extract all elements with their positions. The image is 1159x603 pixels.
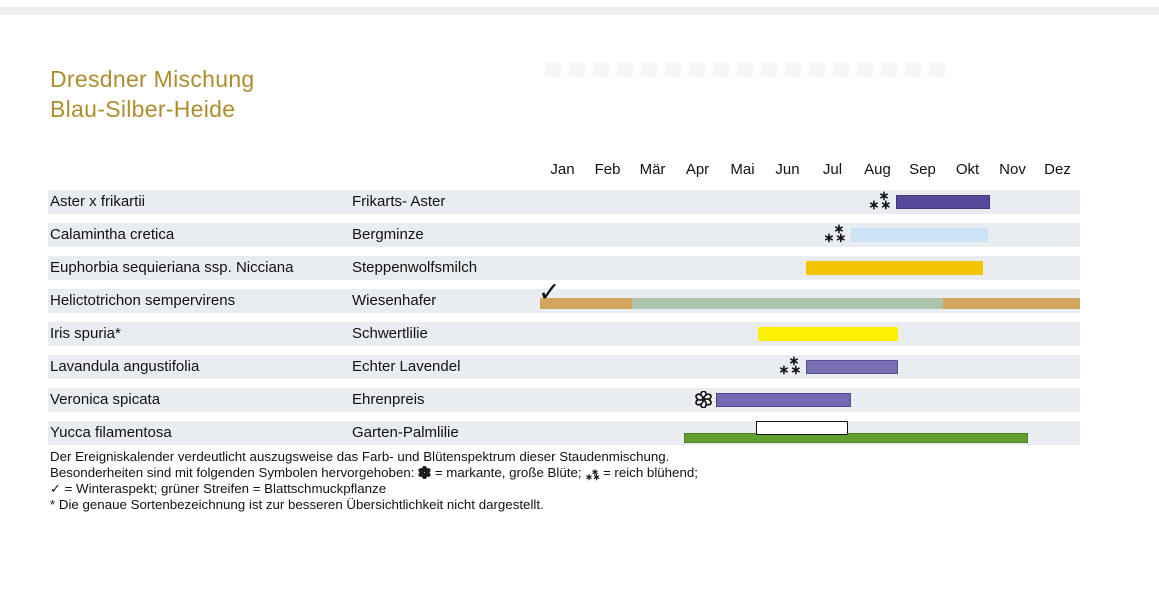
- period-bar-stripe: [632, 298, 943, 309]
- calendar-rows: Aster x frikartii Frikarts- Aster ∗ ∗∗ Calam…: [48, 188, 1080, 454]
- month-axis: Jan Feb Mär Apr Mai Jun Jul Aug Sep Okt Nov Dez: [540, 161, 1080, 178]
- period-bar-bloom: [850, 228, 988, 242]
- winter-aspect-check-icon: ✓: [50, 481, 61, 496]
- asterisk-glyph: ∗: [788, 353, 800, 368]
- plant-latin-name: Lavandula angustifolia: [50, 358, 200, 375]
- period-bar-stripe: [942, 298, 1080, 309]
- period-bar-bloom: [715, 393, 851, 407]
- month-tick-label: Aug: [864, 161, 891, 178]
- footnote-text: = markante, große Blüte;: [431, 465, 586, 480]
- asterisk-glyph: ∗∗: [585, 472, 601, 482]
- footnote-line: ✓ = Winteraspekt; grüner Streifen = Blat…: [50, 481, 698, 497]
- big-bloom-flower-icon: [694, 391, 712, 408]
- month-tick-label: Jul: [822, 161, 843, 178]
- plant-german-name: Steppenwolfsmilch: [352, 259, 478, 276]
- plant-latin-name: Iris spuria*: [50, 325, 121, 342]
- footnote-line: Besonderheiten sind mit folgenden Symbol…: [50, 465, 698, 482]
- plant-german-name: Frikarts- Aster: [352, 193, 446, 210]
- asterisk-glyph: ∗: [591, 467, 599, 477]
- calendar-row: Euphorbia sequieriana ssp. Nicciana Stepp…: [48, 256, 1080, 280]
- period-bar-bloom: [758, 327, 898, 341]
- plant-german-name: Bergminze: [352, 226, 424, 243]
- faint-watermark: [545, 62, 953, 77]
- asterisk-glyph: ∗∗: [778, 362, 803, 377]
- month-tick-label: Dez: [1044, 161, 1071, 178]
- month-tick-label: Jan: [550, 161, 575, 178]
- asterisk-glyph: ∗∗: [868, 197, 893, 212]
- plant-german-name: Echter Lavendel: [352, 358, 461, 375]
- footnote-text: = reich blühend;: [599, 465, 698, 480]
- footnote-text: * Die genaue Sortenbezeichnung ist zur b…: [50, 497, 544, 512]
- calendar-row: Iris spuria* Schwertlilie: [48, 322, 1080, 346]
- calendar-row: Calamintha cretica Bergminze ∗ ∗∗: [48, 221, 1080, 247]
- plant-latin-name: Veronica spicata: [50, 391, 161, 408]
- footnote-text: Besonderheiten sind mit folgenden Symbol…: [50, 465, 419, 480]
- page-title-line1: Dresdner Mischung: [50, 66, 255, 92]
- month-tick-label: Feb: [594, 161, 621, 178]
- plant-latin-name: Helictotrichon sempervirens: [50, 292, 236, 309]
- calendar-row: Veronica spicata Ehrenpreis: [48, 388, 1080, 412]
- plant-latin-name: Euphorbia sequieriana ssp. Nicciana: [50, 259, 294, 276]
- period-bar-outline: [756, 421, 849, 435]
- month-tick-label: Jun: [775, 161, 800, 178]
- plant-german-name: Wiesenhafer: [352, 292, 437, 309]
- big-bloom-flower-icon: [418, 466, 431, 479]
- asterisk-glyph: ∗∗: [823, 230, 848, 245]
- rich-bloom-asterism-icon: ∗ ∗∗: [778, 353, 803, 377]
- rich-bloom-asterism-icon: ∗ ∗∗: [585, 467, 601, 482]
- calendar-row: Lavandula angustifolia Echter Lavendel ∗ ∗∗: [48, 353, 1080, 379]
- winter-aspect-check-icon: ✓: [538, 277, 561, 307]
- page-title: Dresdner Mischung Blau-Silber-Heide: [50, 64, 255, 124]
- calendar-row: Yucca filamentosa Garten-Palmlilie: [48, 421, 1080, 445]
- month-tick-label: Apr: [685, 161, 710, 178]
- month-tick-label: Sep: [909, 161, 936, 178]
- footnote-text: = Winteraspekt; grüner Streifen = Blatts…: [60, 481, 387, 496]
- legend-footnotes: Der Ereigniskalender verdeutlicht auszug…: [50, 449, 698, 513]
- plant-german-name: Schwertlilie: [352, 325, 428, 342]
- rich-bloom-asterism-icon: ∗ ∗∗: [868, 188, 893, 212]
- calendar-row: Helictotrichon sempervirens Wiesenhafer ✓: [48, 279, 1080, 313]
- asterisk-glyph: ∗: [878, 188, 890, 203]
- plant-latin-name: Yucca filamentosa: [50, 424, 172, 441]
- footnote-line: * Die genaue Sortenbezeichnung ist zur b…: [50, 497, 698, 513]
- month-tick-label: Nov: [999, 161, 1026, 178]
- period-bar-bloom: [805, 261, 984, 275]
- plant-german-name: Ehrenpreis: [352, 391, 425, 408]
- plant-latin-name: Calamintha cretica: [50, 226, 175, 243]
- plant-german-name: Garten-Palmlilie: [352, 424, 459, 441]
- calendar-row: Aster x frikartii Frikarts- Aster ∗ ∗∗: [48, 188, 1080, 214]
- period-bar-bloom: [895, 195, 990, 209]
- plant-latin-name: Aster x frikartii: [50, 193, 146, 210]
- month-tick-label: Mär: [639, 161, 666, 178]
- footnote-line: Der Ereigniskalender verdeutlicht auszug…: [50, 449, 698, 465]
- rich-bloom-asterism-icon: ∗ ∗∗: [823, 221, 848, 245]
- period-bar-foliage: [684, 433, 1029, 443]
- page-title-line2: Blau-Silber-Heide: [50, 96, 236, 122]
- month-tick-label: Okt: [955, 161, 980, 178]
- period-bar-bloom: [805, 360, 898, 374]
- asterisk-glyph: ∗: [833, 221, 845, 236]
- month-tick-label: Mai: [730, 161, 755, 178]
- top-divider-strip: [0, 7, 1159, 15]
- footnote-text: Der Ereigniskalender verdeutlicht auszug…: [50, 449, 670, 464]
- period-bar-stripe: [540, 298, 633, 309]
